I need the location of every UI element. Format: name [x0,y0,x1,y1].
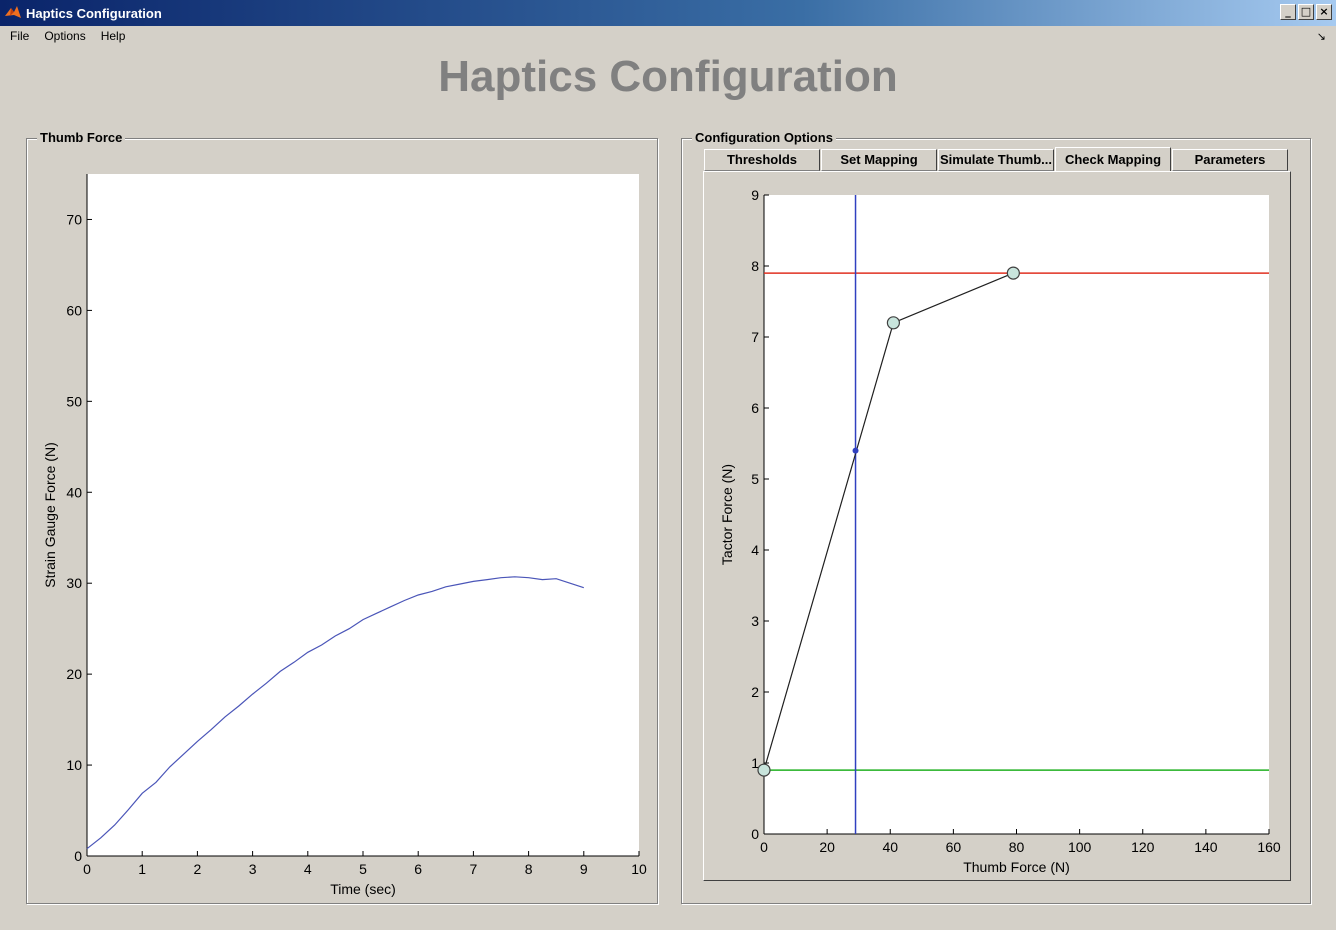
tab-strip: Thresholds Set Mapping Simulate Thumb...… [704,147,1289,171]
panel-title: Configuration Options [692,130,836,145]
y-tick-label: 10 [66,757,82,773]
title-bar: Haptics Configuration _ □ × [0,0,1336,26]
y-tick-label: 30 [66,575,82,591]
x-tick-label: 6 [414,861,422,877]
x-tick-label: 4 [304,861,312,877]
thumb-force-chart: 0 1 2 3 4 5 6 7 8 9 10 0 10 20 30 40 50 60 70 Time (sec) Str… [42,174,647,897]
x-tick-label: 0 [760,839,768,855]
tab-content [703,171,1291,881]
mapping-point [1006,266,1020,280]
plot-area [87,174,639,856]
x-tick-label: 60 [946,839,962,855]
x-tick-label: 3 [249,861,257,877]
tab-check-mapping[interactable]: Check Mapping [1055,147,1171,171]
x-tick-label: 160 [1257,839,1281,855]
tab-simulate-thumb[interactable]: Simulate Thumb... [938,149,1054,171]
page-title: Haptics Configuration [438,52,898,101]
x-tick-label: 2 [194,861,202,877]
y-tick-label: 40 [66,484,82,500]
x-tick-label: 40 [882,839,898,855]
y-tick-label: 9 [751,187,759,203]
y-tick-label: 0 [74,848,82,864]
maximize-button[interactable]: □ [1298,4,1314,20]
x-tick-label: 8 [525,861,533,877]
x-tick-label: 7 [470,861,478,877]
menu-bar: File Options Help [0,26,1336,46]
strain-force-line [86,576,584,850]
x-tick-label: 0 [83,861,91,877]
matlab-logo-icon [5,6,21,18]
x-tick-label: 100 [1068,839,1092,855]
y-axis-label: Tactor Force (N) [719,464,735,565]
minimize-button[interactable]: _ [1280,4,1296,20]
x-tick-label: 1 [138,861,146,877]
y-tick-label: 5 [751,471,759,487]
x-tick-label: 140 [1194,839,1218,855]
y-tick-label: 3 [751,613,759,629]
x-tick-label: 80 [1009,839,1025,855]
y-axis-label: Strain Gauge Force (N) [42,442,58,588]
close-button[interactable]: × [1316,4,1332,20]
x-axis-label: Time (sec) [330,881,396,897]
x-tick-label: 20 [819,839,835,855]
menu-help[interactable]: Help [100,29,126,43]
y-tick-label: 50 [66,393,82,409]
current-point-marker [852,447,859,454]
menu-file[interactable]: File [10,29,30,43]
y-tick-label: 2 [751,684,759,700]
configuration-options-panel: Configuration Options [681,130,1311,904]
mapping-point [886,316,901,330]
y-tick-label: 60 [66,302,82,318]
mapping-point [757,763,771,777]
tab-parameters[interactable]: Parameters [1172,149,1288,171]
x-tick-label: 10 [631,861,647,877]
check-mapping-chart: 0 20 40 60 80 100 120 140 160 0 1 2 3 4 5 6 7 8 9 Thumb For… [719,187,1281,875]
tab-thresholds[interactable]: Thresholds [704,149,820,171]
y-tick-label: 6 [751,400,759,416]
y-tick-label: 20 [66,666,82,682]
window-title: Haptics Configuration [26,5,162,21]
x-tick-label: 9 [580,861,588,877]
x-tick-label: 120 [1131,839,1155,855]
dock-arrow-icon[interactable]: ↘ [1316,31,1326,43]
y-tick-label: 1 [751,755,759,771]
plot-area [764,195,1269,834]
y-tick-label: 70 [66,211,82,227]
y-tick-label: 7 [751,329,759,345]
y-tick-label: 8 [751,258,759,274]
x-tick-label: 5 [359,861,367,877]
menu-options[interactable]: Options [44,29,86,43]
y-tick-label: 0 [751,826,759,842]
tab-set-mapping[interactable]: Set Mapping [821,149,937,171]
thumb-force-panel: Thumb Force [26,130,658,904]
y-tick-label: 4 [751,542,759,558]
panel-title: Thumb Force [37,130,126,145]
x-axis-label: Thumb Force (N) [963,859,1070,875]
